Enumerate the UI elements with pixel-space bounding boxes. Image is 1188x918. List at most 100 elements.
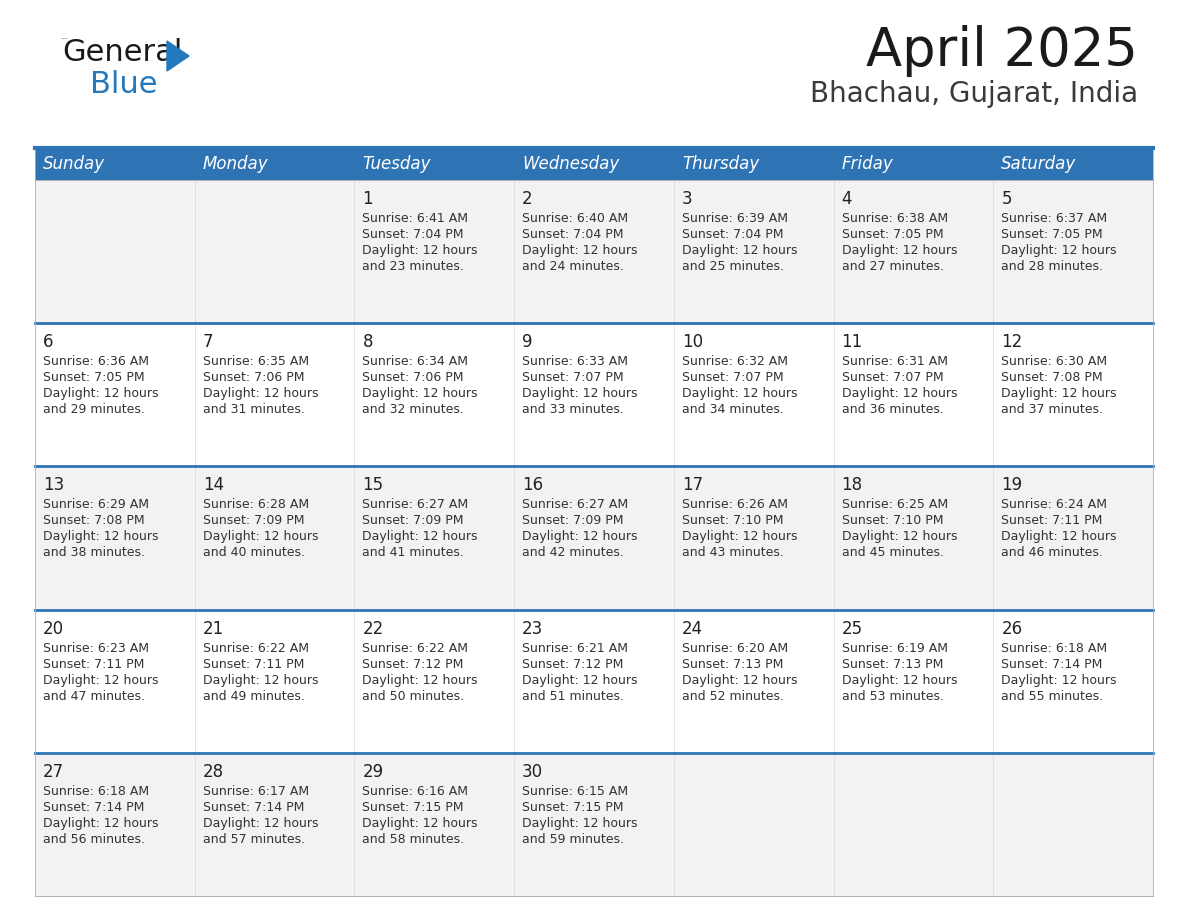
Text: Sunrise: 6:37 AM: Sunrise: 6:37 AM: [1001, 212, 1107, 225]
Text: 27: 27: [43, 763, 64, 781]
Text: Daylight: 12 hours: Daylight: 12 hours: [682, 674, 797, 687]
Bar: [34, 180, 195, 323]
Text: and 38 minutes.: and 38 minutes.: [43, 546, 145, 559]
Text: Sunset: 7:14 PM: Sunset: 7:14 PM: [203, 800, 304, 813]
Text: Sunrise: 6:15 AM: Sunrise: 6:15 AM: [523, 785, 628, 798]
Text: 11: 11: [841, 333, 862, 352]
Text: Daylight: 12 hours: Daylight: 12 hours: [43, 387, 158, 400]
Bar: [834, 180, 993, 323]
Bar: [514, 323, 674, 466]
Bar: [514, 180, 674, 323]
Bar: [834, 148, 993, 180]
Text: and 51 minutes.: and 51 minutes.: [523, 689, 624, 702]
Text: Sunset: 7:11 PM: Sunset: 7:11 PM: [43, 657, 145, 671]
Bar: [195, 180, 354, 323]
Text: and 27 minutes.: and 27 minutes.: [841, 260, 943, 273]
Text: and 24 minutes.: and 24 minutes.: [523, 260, 624, 273]
Text: and 57 minutes.: and 57 minutes.: [203, 833, 305, 845]
Text: Sunrise: 6:27 AM: Sunrise: 6:27 AM: [362, 498, 468, 511]
Text: Daylight: 12 hours: Daylight: 12 hours: [523, 817, 638, 830]
Text: and 50 minutes.: and 50 minutes.: [362, 689, 465, 702]
Text: Sunrise: 6:38 AM: Sunrise: 6:38 AM: [841, 212, 948, 225]
Text: and 58 minutes.: and 58 minutes.: [362, 833, 465, 845]
Bar: [834, 610, 993, 753]
Text: Sunrise: 6:24 AM: Sunrise: 6:24 AM: [1001, 498, 1107, 511]
Text: Sunset: 7:07 PM: Sunset: 7:07 PM: [682, 371, 783, 385]
Text: and 49 minutes.: and 49 minutes.: [203, 689, 304, 702]
Text: Sunset: 7:05 PM: Sunset: 7:05 PM: [841, 228, 943, 241]
Text: 28: 28: [203, 763, 223, 781]
Bar: [514, 753, 674, 896]
Bar: [354, 323, 514, 466]
Text: and 40 minutes.: and 40 minutes.: [203, 546, 304, 559]
Bar: [514, 466, 674, 610]
Text: 9: 9: [523, 333, 532, 352]
Text: Sunset: 7:11 PM: Sunset: 7:11 PM: [1001, 514, 1102, 528]
Text: Wednesday: Wednesday: [523, 155, 619, 173]
Text: and 33 minutes.: and 33 minutes.: [523, 403, 624, 416]
Text: 25: 25: [841, 620, 862, 638]
Bar: [993, 148, 1154, 180]
Bar: [195, 148, 354, 180]
Text: Sunset: 7:11 PM: Sunset: 7:11 PM: [203, 657, 304, 671]
Text: Daylight: 12 hours: Daylight: 12 hours: [43, 817, 158, 830]
Text: and 55 minutes.: and 55 minutes.: [1001, 689, 1104, 702]
Text: Sunrise: 6:35 AM: Sunrise: 6:35 AM: [203, 355, 309, 368]
Text: 20: 20: [43, 620, 64, 638]
Text: 14: 14: [203, 476, 223, 495]
Text: Sunrise: 6:29 AM: Sunrise: 6:29 AM: [43, 498, 148, 511]
Text: 30: 30: [523, 763, 543, 781]
Bar: [354, 180, 514, 323]
Bar: [354, 466, 514, 610]
Text: 22: 22: [362, 620, 384, 638]
Text: Sunset: 7:09 PM: Sunset: 7:09 PM: [523, 514, 624, 528]
Bar: [993, 466, 1154, 610]
Bar: [34, 466, 195, 610]
Text: 5: 5: [1001, 190, 1012, 208]
Text: Sunrise: 6:18 AM: Sunrise: 6:18 AM: [1001, 642, 1107, 655]
Text: Daylight: 12 hours: Daylight: 12 hours: [1001, 244, 1117, 257]
Text: Sunset: 7:08 PM: Sunset: 7:08 PM: [43, 514, 145, 528]
Text: General: General: [62, 38, 183, 67]
Bar: [674, 753, 834, 896]
Text: Sunset: 7:04 PM: Sunset: 7:04 PM: [682, 228, 783, 241]
Text: Sunset: 7:05 PM: Sunset: 7:05 PM: [1001, 228, 1102, 241]
Text: and 23 minutes.: and 23 minutes.: [362, 260, 465, 273]
Text: Sunrise: 6:21 AM: Sunrise: 6:21 AM: [523, 642, 628, 655]
Text: and 53 minutes.: and 53 minutes.: [841, 689, 943, 702]
Text: Sunrise: 6:34 AM: Sunrise: 6:34 AM: [362, 355, 468, 368]
Text: Sunset: 7:13 PM: Sunset: 7:13 PM: [841, 657, 943, 671]
Text: Monday: Monday: [203, 155, 268, 173]
Text: 7: 7: [203, 333, 213, 352]
Text: Sunset: 7:06 PM: Sunset: 7:06 PM: [203, 371, 304, 385]
Text: and 42 minutes.: and 42 minutes.: [523, 546, 624, 559]
Text: 13: 13: [43, 476, 64, 495]
Text: Daylight: 12 hours: Daylight: 12 hours: [362, 387, 478, 400]
Text: and 31 minutes.: and 31 minutes.: [203, 403, 304, 416]
Text: Sunrise: 6:23 AM: Sunrise: 6:23 AM: [43, 642, 148, 655]
Bar: [993, 180, 1154, 323]
Text: Daylight: 12 hours: Daylight: 12 hours: [43, 674, 158, 687]
Text: Sunrise: 6:22 AM: Sunrise: 6:22 AM: [362, 642, 468, 655]
Text: 15: 15: [362, 476, 384, 495]
Text: Daylight: 12 hours: Daylight: 12 hours: [203, 387, 318, 400]
Text: Sunset: 7:07 PM: Sunset: 7:07 PM: [841, 371, 943, 385]
Bar: [993, 753, 1154, 896]
Text: Daylight: 12 hours: Daylight: 12 hours: [682, 244, 797, 257]
Text: Daylight: 12 hours: Daylight: 12 hours: [841, 531, 958, 543]
Text: Sunrise: 6:16 AM: Sunrise: 6:16 AM: [362, 785, 468, 798]
Text: Daylight: 12 hours: Daylight: 12 hours: [362, 817, 478, 830]
Bar: [34, 753, 195, 896]
Bar: [195, 753, 354, 896]
Text: 1: 1: [362, 190, 373, 208]
Text: Daylight: 12 hours: Daylight: 12 hours: [362, 531, 478, 543]
Polygon shape: [168, 41, 189, 71]
Bar: [514, 610, 674, 753]
Text: and 28 minutes.: and 28 minutes.: [1001, 260, 1104, 273]
Text: Daylight: 12 hours: Daylight: 12 hours: [203, 674, 318, 687]
Text: Sunrise: 6:18 AM: Sunrise: 6:18 AM: [43, 785, 150, 798]
Text: Daylight: 12 hours: Daylight: 12 hours: [523, 674, 638, 687]
Text: Sunrise: 6:36 AM: Sunrise: 6:36 AM: [43, 355, 148, 368]
Text: and 37 minutes.: and 37 minutes.: [1001, 403, 1104, 416]
Text: Sunset: 7:12 PM: Sunset: 7:12 PM: [523, 657, 624, 671]
